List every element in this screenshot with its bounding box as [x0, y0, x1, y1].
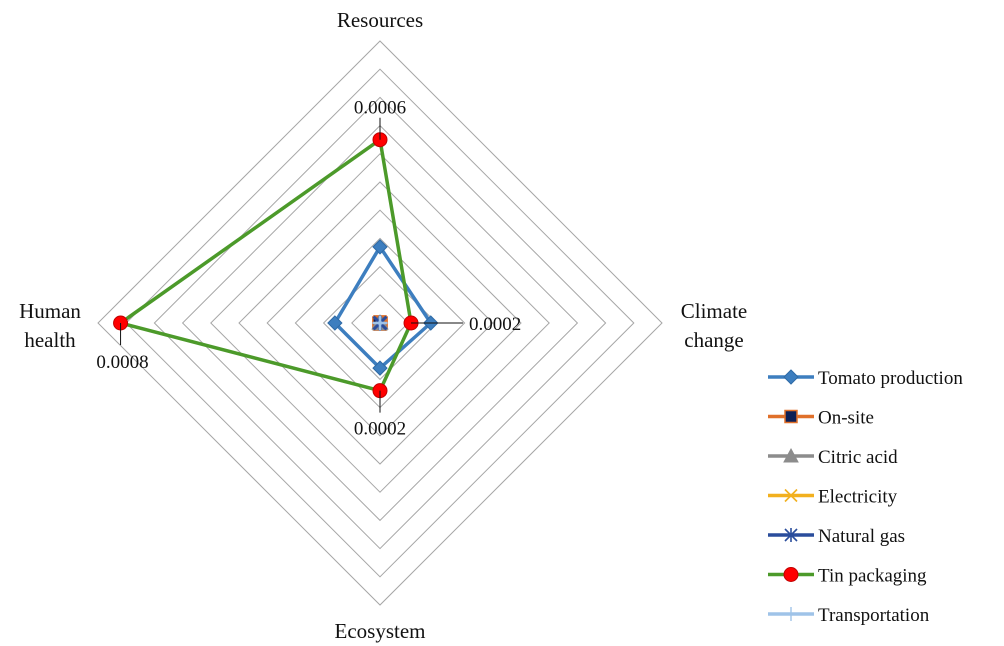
legend-item-transportation: Transportation — [768, 605, 930, 626]
axis-labels: Resources Climate change Ecosystem Human heal… — [19, 8, 747, 643]
radar-grid — [97, 40, 663, 606]
series-layer — [113, 132, 439, 399]
data-label-text: 0.0006 — [354, 98, 406, 119]
data-label-text: 0.0002 — [469, 314, 521, 335]
legend-item-electricity: Electricity — [768, 487, 898, 508]
legend-marker — [783, 369, 799, 385]
legend-item-on-site: On-site — [768, 408, 874, 429]
point-tomato-production-resources — [372, 239, 388, 255]
legend-marker — [784, 528, 798, 542]
legend-label: Natural gas — [818, 526, 905, 547]
legend-label: Electricity — [818, 487, 898, 508]
axis-label-human-health: Human health — [19, 299, 81, 352]
legend-item-citric-acid: Citric acid — [768, 447, 898, 468]
legend-marker — [783, 447, 799, 463]
axis-label-ecosystem: Ecosystem — [335, 619, 426, 643]
series-tin-packaging — [113, 132, 419, 399]
point-tomato-production-human-health — [327, 315, 343, 331]
grid-ring-4 — [266, 209, 494, 437]
legend-marker — [784, 488, 798, 503]
grid-ring-10 — [97, 40, 663, 606]
legend-label: Citric acid — [818, 447, 898, 468]
legend-label: Transportation — [818, 605, 930, 626]
legend-item-natural-gas: Natural gas — [768, 526, 905, 547]
data-label-resources: 0.0006 — [354, 98, 406, 140]
data-label-text: 0.0008 — [96, 352, 148, 373]
grid-ring-6 — [210, 153, 550, 493]
grid-ring-9 — [125, 68, 635, 578]
legend-marker — [784, 607, 798, 621]
point-transportation-human-health — [372, 316, 387, 330]
series-transportation — [372, 315, 388, 331]
data-label-ecosystem: 0.0002 — [354, 390, 406, 440]
axis-label-resources: Resources — [337, 8, 423, 32]
legend: Tomato production On-site Citric acid Elect… — [768, 368, 963, 626]
axis-label-climate-change: Climate change — [681, 299, 748, 352]
data-labels: 0.0006 0.0002 0.0002 0.0008 — [96, 98, 521, 440]
grid-ring-5 — [238, 181, 522, 465]
point-tomato-production-ecosystem — [372, 360, 388, 376]
legend-label: Tin packaging — [818, 566, 927, 587]
series-tomato-production — [327, 239, 439, 376]
legend-label: On-site — [818, 408, 874, 429]
legend-item-tomato-production: Tomato production — [768, 368, 963, 389]
legend-label: Tomato production — [818, 368, 963, 389]
legend-marker — [784, 409, 798, 424]
data-label-human-health: 0.0008 — [96, 323, 149, 373]
data-label-text: 0.0002 — [354, 419, 406, 440]
grid-ring-1 — [351, 294, 409, 352]
data-label-climate-change: 0.0002 — [411, 314, 521, 335]
series-line-tomato-production — [333, 245, 433, 370]
legend-item-tin-packaging: Tin packaging — [768, 566, 927, 587]
legend-marker — [783, 567, 799, 582]
grid-ring-7 — [181, 124, 579, 522]
